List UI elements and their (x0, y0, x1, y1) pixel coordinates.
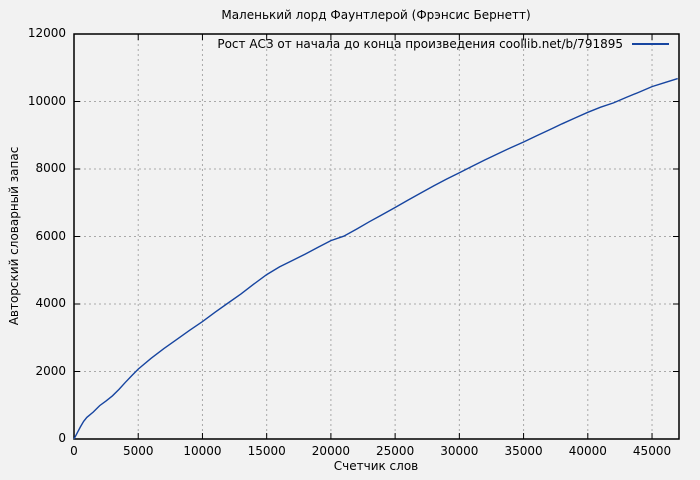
x-axis-title: Счетчик слов (333, 459, 419, 473)
x-tick-label: 0 (70, 444, 78, 458)
gridlines (74, 34, 679, 439)
y-tick-label: 10000 (27, 93, 66, 108)
x-tick-label: 20000 (311, 444, 350, 458)
y-tick-label: 0 (58, 431, 66, 445)
x-tick-label: 10000 (183, 444, 222, 458)
chart-title: Маленький лорд Фаунтлерой (Фрэнсис Берне… (221, 8, 531, 22)
y-tick-label: 4000 (35, 296, 66, 310)
legend: Рост АСЗ от начала до конца произведения… (217, 37, 669, 51)
x-tick-label: 40000 (568, 444, 607, 458)
x-tick-label: 5000 (122, 444, 154, 458)
y-tick-label: 6000 (35, 228, 66, 243)
legend-label: Рост АСЗ от начала до конца произведения… (217, 37, 623, 51)
y-tick-label: 8000 (35, 161, 66, 175)
series-line-vocabulary-growth (73, 77, 678, 440)
y-tick-label: 2000 (35, 363, 66, 378)
plot-frame (73, 33, 680, 440)
legend-line-sample-icon (632, 43, 669, 45)
y-tick-label: 12000 (27, 26, 66, 40)
x-tick-label: 45000 (632, 444, 672, 458)
x-tick-label: 30000 (440, 444, 479, 458)
x-tick-label: 15000 (247, 444, 286, 458)
x-tick-label: 25000 (376, 444, 415, 458)
x-tick-label: 35000 (504, 444, 543, 458)
